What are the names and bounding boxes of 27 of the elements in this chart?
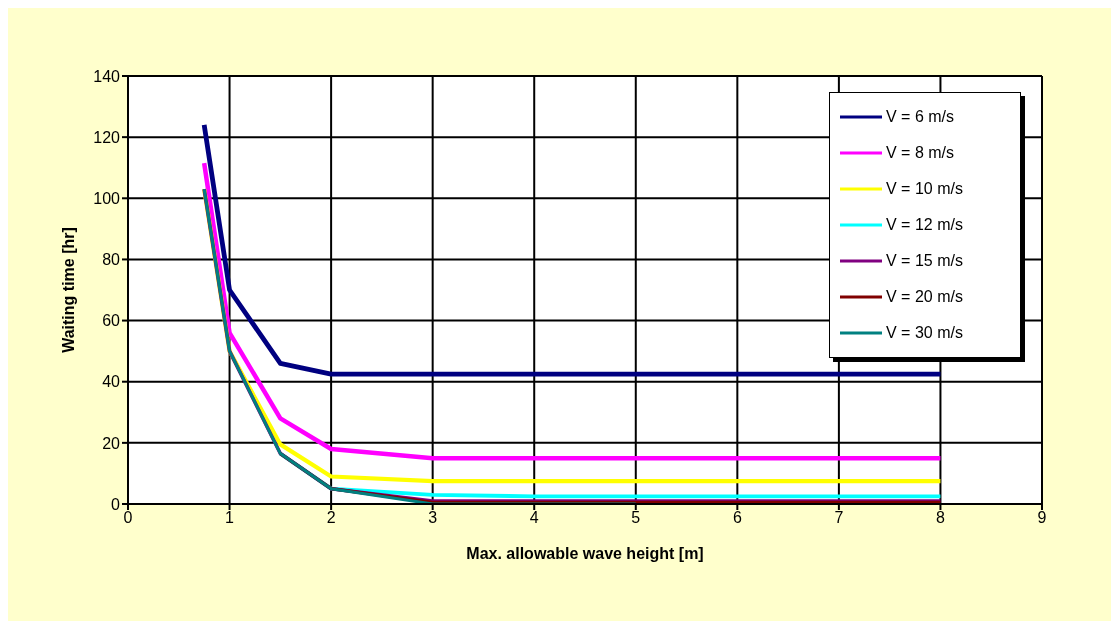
x-tick-label: 9 xyxy=(1037,509,1047,527)
y-tick-label: 120 xyxy=(93,128,121,146)
legend-label: V = 15 m/s xyxy=(886,252,963,270)
legend-label: V = 8 m/s xyxy=(886,144,955,162)
y-tick-label: 60 xyxy=(102,312,121,330)
legend-label: V = 20 m/s xyxy=(886,288,963,306)
legend-label: V = 12 m/s xyxy=(886,216,963,234)
x-tick-label: 3 xyxy=(428,509,438,527)
legend-label: V = 6 m/s xyxy=(886,108,955,126)
x-axis-title: Max. allowable wave height [m] xyxy=(466,545,704,562)
x-tick-label: 7 xyxy=(834,509,844,527)
y-tick-label: 100 xyxy=(93,189,121,207)
x-tick-label: 6 xyxy=(732,509,742,527)
legend-label: V = 30 m/s xyxy=(886,324,963,342)
y-tick-label: 40 xyxy=(102,373,121,391)
y-axis-title: Waiting time [hr] xyxy=(59,227,77,353)
x-tick-label: 5 xyxy=(631,509,641,527)
y-tick-label: 80 xyxy=(102,251,121,269)
x-tick-label: 2 xyxy=(326,509,336,527)
x-tick-label: 1 xyxy=(225,509,235,527)
y-tick-label: 20 xyxy=(102,434,121,452)
y-tick-label: 140 xyxy=(93,67,121,85)
x-tick-label: 0 xyxy=(123,509,133,527)
legend-label: V = 10 m/s xyxy=(886,180,963,198)
y-tick-label: 0 xyxy=(111,495,121,513)
x-tick-label: 8 xyxy=(935,509,945,527)
x-tick-label: 4 xyxy=(529,509,539,527)
